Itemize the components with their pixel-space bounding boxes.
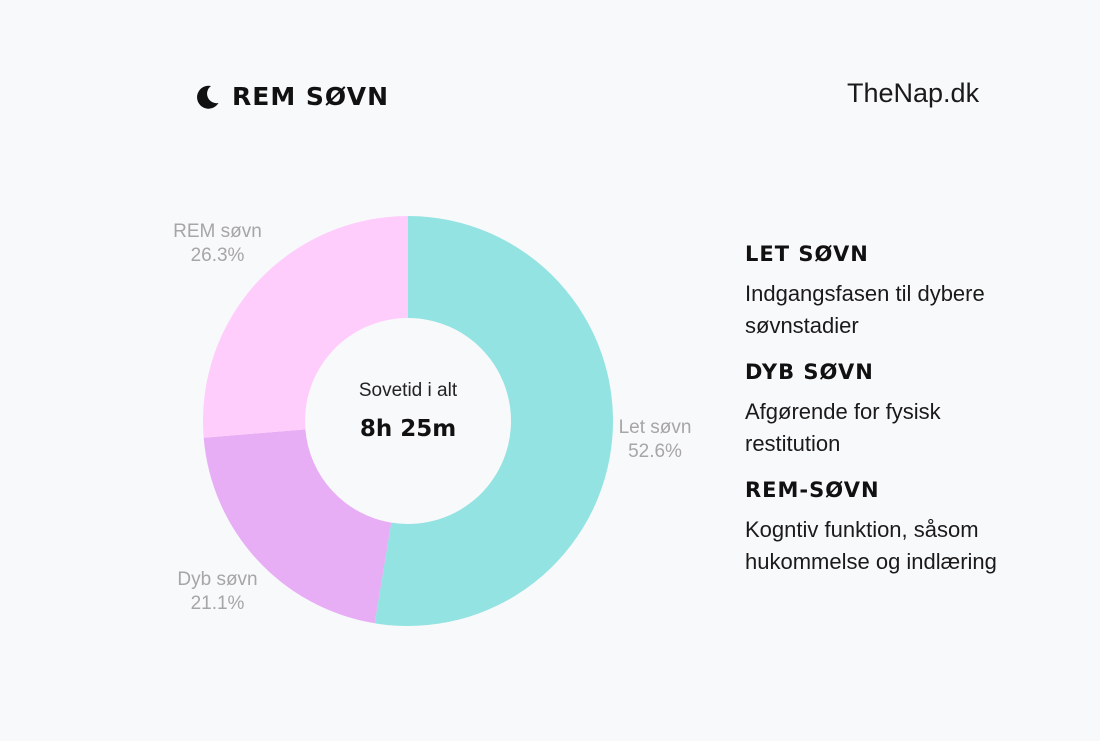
legend-item-rem-sovn: REM-SØVN Kogntiv funktion, såsom hukomme… bbox=[745, 478, 1045, 578]
legend-item-dyb-sovn: DYB SØVN Afgørende for fysisk restitutio… bbox=[745, 360, 1045, 460]
legend-desc: Kogntiv funktion, såsom hukommelse og in… bbox=[745, 514, 1045, 578]
legend-heading: LET SØVN bbox=[745, 242, 869, 266]
legend-desc-line: søvnstadier bbox=[745, 313, 859, 338]
legend-desc-line: Kogntiv funktion, såsom bbox=[745, 517, 979, 542]
slice-label-rem: REM søvn 26.3% bbox=[160, 220, 275, 268]
total-sleep-caption: Sovetid i alt bbox=[358, 380, 458, 401]
total-sleep-value: 8h 25m bbox=[359, 416, 457, 442]
slice-label-percent: 21.1% bbox=[190, 593, 245, 614]
legend-desc: Afgørende for fysisk restitution bbox=[745, 396, 1045, 460]
slice-label-percent: 52.6% bbox=[628, 441, 682, 462]
slice-label-name: Dyb søvn bbox=[177, 569, 258, 590]
legend-desc-line: Indgangsfasen til dybere bbox=[745, 281, 985, 306]
donut-center: Sovetid i alt 8h 25m bbox=[308, 380, 508, 442]
legend-item-let-sovn: LET SØVN Indgangsfasen til dybere søvnst… bbox=[745, 242, 1045, 342]
legend-desc: Indgangsfasen til dybere søvnstadier bbox=[745, 278, 1045, 342]
legend: LET SØVN Indgangsfasen til dybere søvnst… bbox=[745, 242, 1045, 596]
legend-desc-line: restitution bbox=[745, 431, 841, 456]
moon-icon bbox=[197, 85, 219, 109]
slice-label-dyb: Dyb søvn 21.1% bbox=[160, 568, 275, 616]
page-title: REM SØVN bbox=[194, 82, 389, 111]
legend-desc-line: Afgørende for fysisk bbox=[745, 399, 941, 424]
slice-let-sovn bbox=[374, 216, 613, 626]
slice-dyb-sovn bbox=[203, 429, 392, 624]
slice-label-name: REM søvn bbox=[173, 221, 262, 242]
title-text: REM SØVN bbox=[232, 82, 389, 111]
slice-label-let: Let søvn 52.6% bbox=[600, 416, 710, 464]
brand-logo-text: TheNap.dk bbox=[847, 78, 980, 108]
legend-desc-line: hukommelse og indlæring bbox=[745, 549, 997, 574]
legend-heading: REM-SØVN bbox=[745, 478, 880, 502]
slice-rem-sovn bbox=[203, 216, 408, 438]
legend-heading: DYB SØVN bbox=[745, 360, 874, 384]
slice-label-name: Let søvn bbox=[618, 417, 692, 438]
slice-label-percent: 26.3% bbox=[190, 245, 245, 266]
